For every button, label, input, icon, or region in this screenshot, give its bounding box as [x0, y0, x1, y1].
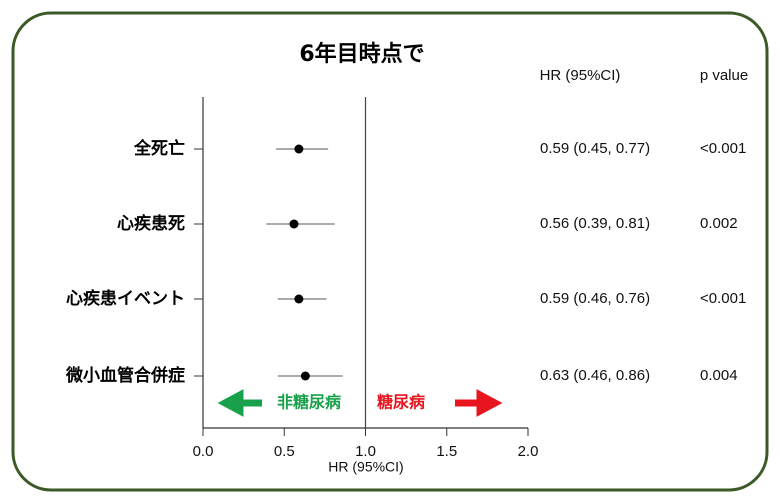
x-axis-label: HR (95%CI)	[328, 459, 403, 475]
p-value: <0.001	[700, 290, 746, 307]
x-tick-label: 1.0	[355, 443, 376, 460]
value-label: 0.63 (0.46, 0.86)	[540, 367, 650, 384]
category-label: 微小血管合併症	[65, 365, 185, 386]
point	[289, 219, 299, 229]
category-label: 心疾患死	[117, 213, 185, 234]
annotation: 非糖尿病	[277, 393, 341, 412]
chart-title: 6年目時点で	[299, 41, 424, 67]
point	[300, 371, 310, 381]
point	[294, 144, 304, 154]
p-value: 0.002	[700, 215, 738, 232]
category-label: 心疾患イベント	[66, 288, 185, 309]
column-header: HR (95%CI)	[540, 67, 621, 84]
p-value: 0.004	[700, 367, 738, 384]
x-tick-label: 0.0	[193, 443, 214, 460]
arrow-left	[217, 389, 262, 417]
annotation: 糖尿病	[377, 393, 425, 412]
point	[294, 294, 304, 304]
value-label: 0.59 (0.45, 0.77)	[540, 140, 650, 157]
x-tick-label: 1.5	[436, 443, 457, 460]
arrow-right	[455, 389, 503, 417]
frame	[11, 11, 769, 492]
category-label: 全死亡	[133, 138, 185, 159]
x-tick-label: 0.5	[274, 443, 295, 460]
value-label: 0.56 (0.39, 0.81)	[540, 215, 650, 232]
p-value: <0.001	[700, 140, 746, 157]
column-header: p value	[700, 67, 748, 84]
x-tick-label: 2.0	[518, 443, 539, 460]
value-label: 0.59 (0.46, 0.76)	[540, 290, 650, 307]
